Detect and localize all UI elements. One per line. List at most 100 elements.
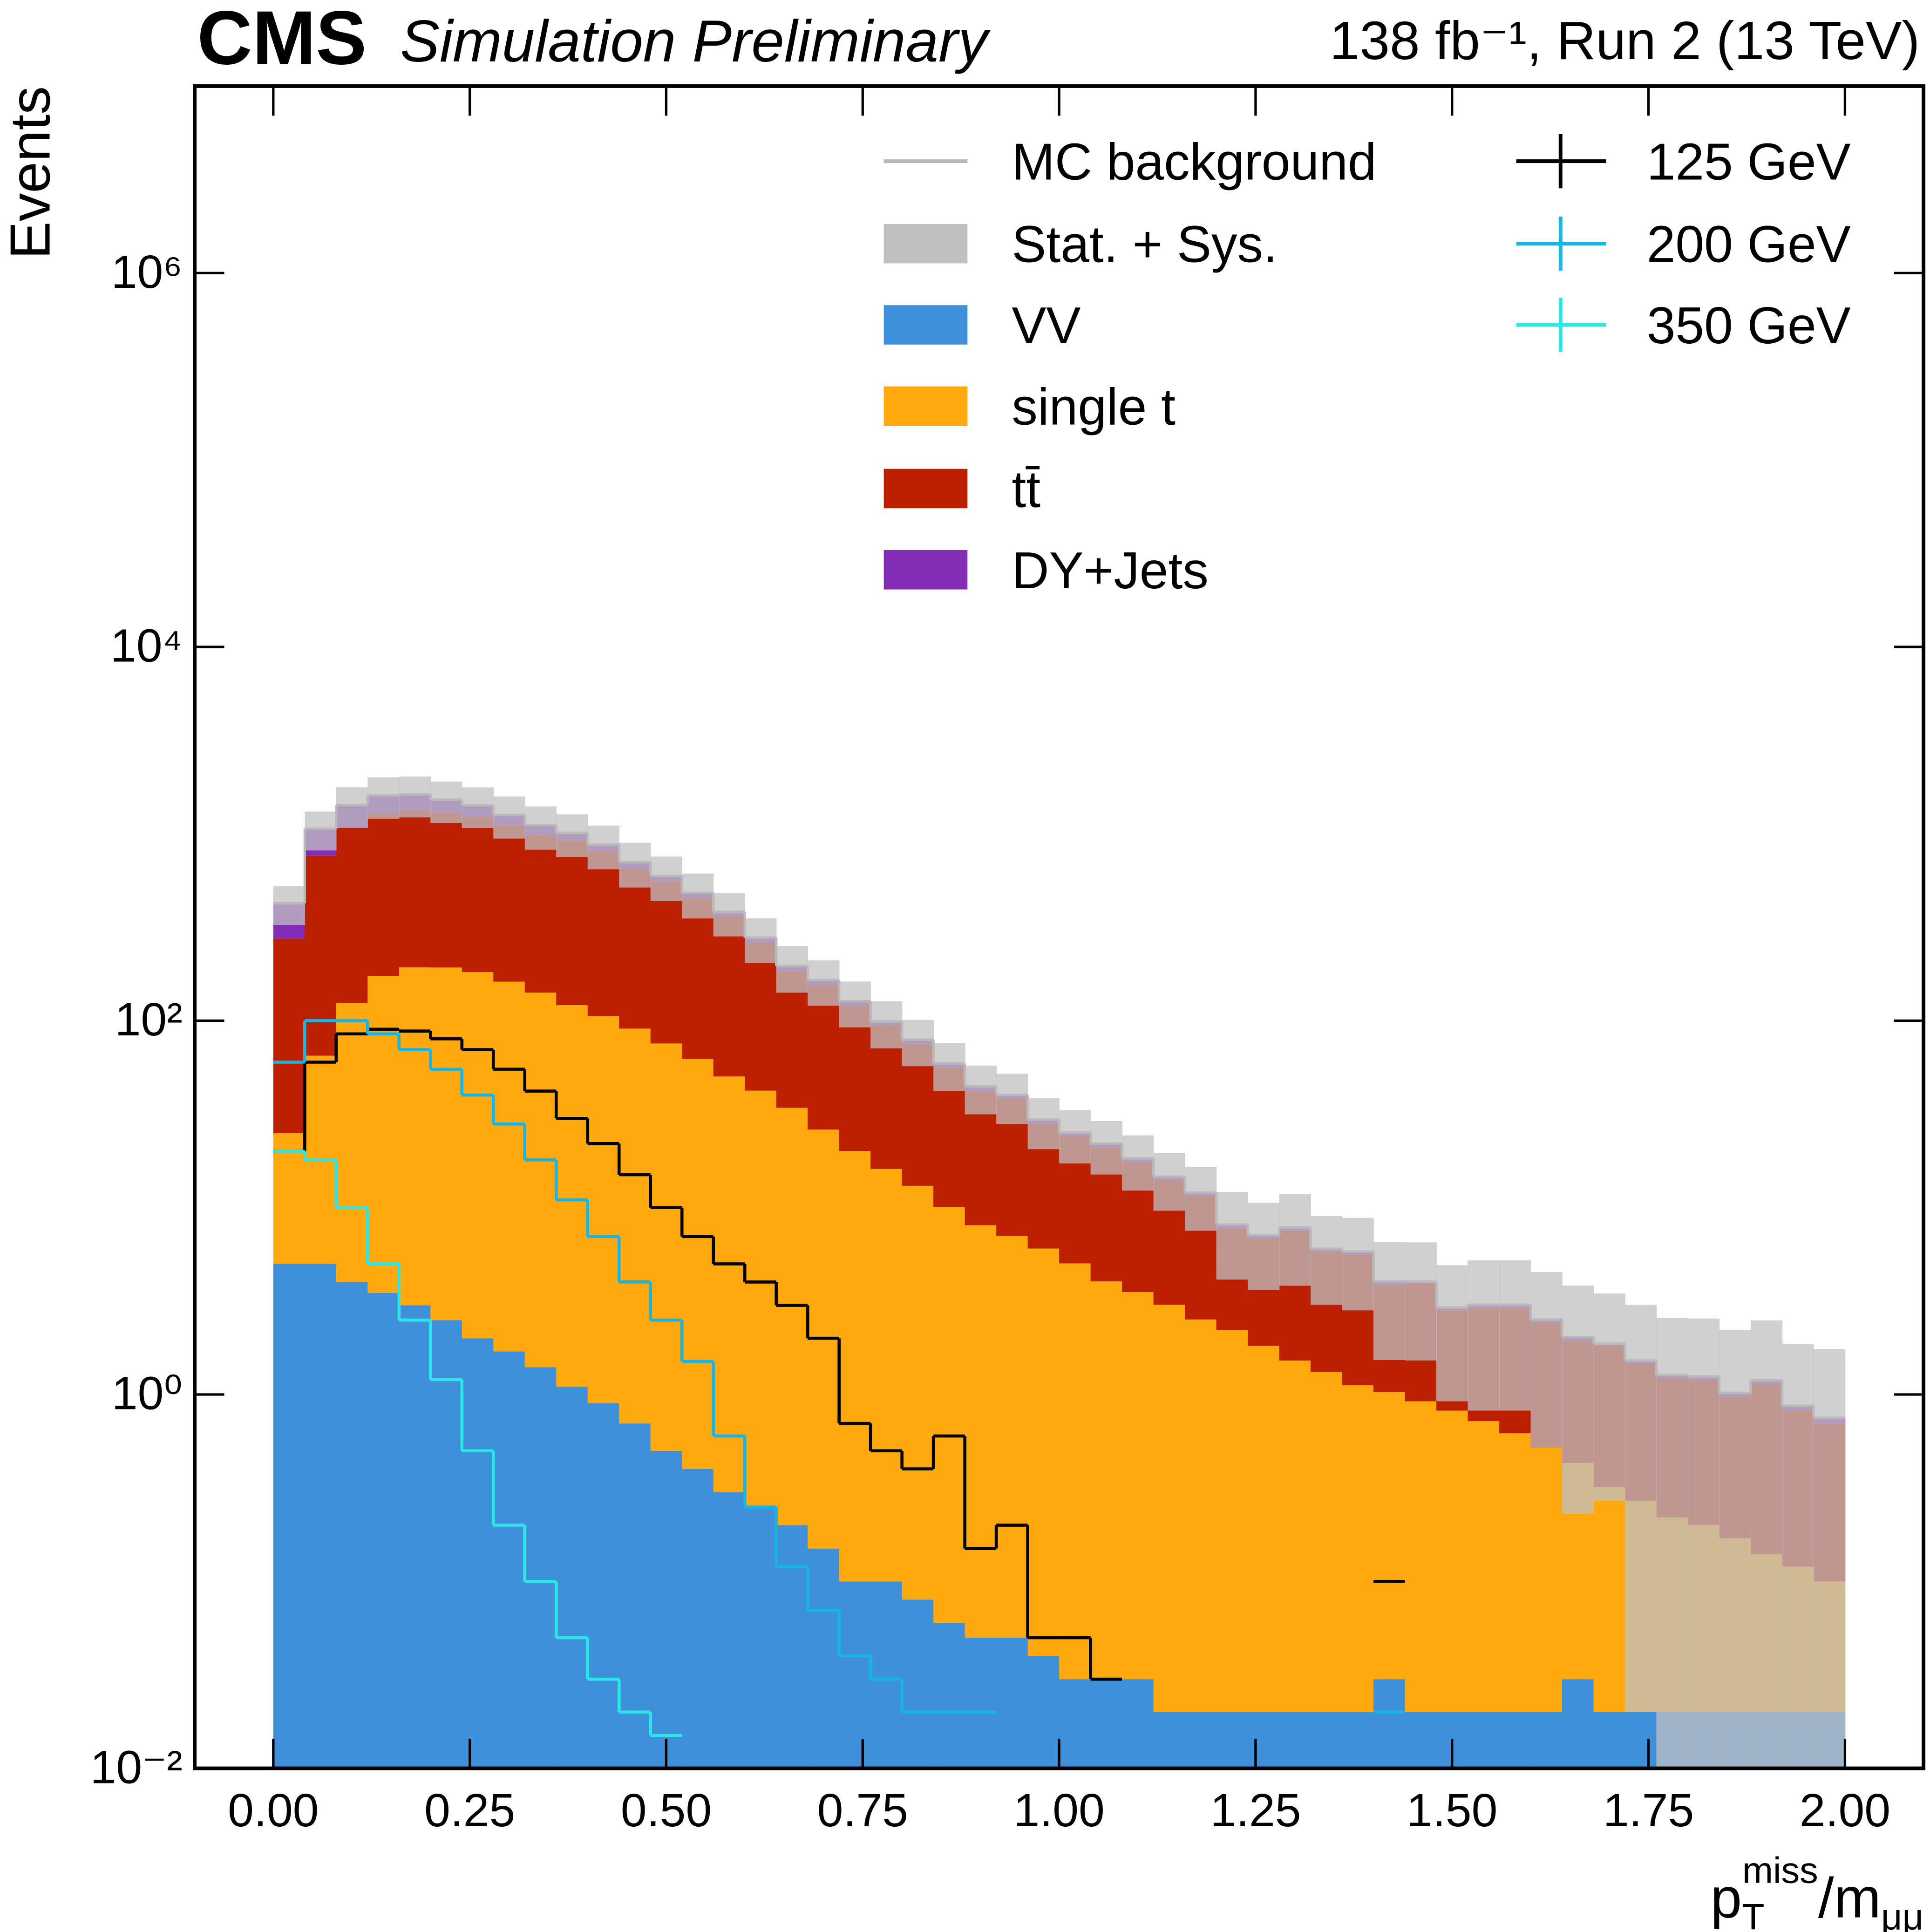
stack-bar bbox=[1248, 1712, 1280, 1769]
stack-bar bbox=[1216, 1712, 1248, 1769]
stack-bar bbox=[808, 1548, 840, 1769]
stack-bar bbox=[1122, 1679, 1154, 1769]
stack-bar bbox=[524, 1367, 557, 1769]
stack-bar bbox=[493, 825, 525, 982]
uncertainty-band bbox=[1656, 1318, 1688, 1769]
stack-bar bbox=[1027, 1248, 1060, 1656]
stack-bar bbox=[1342, 1712, 1374, 1769]
stack-bar bbox=[1405, 1401, 1437, 1712]
stack-bar bbox=[1059, 1679, 1091, 1769]
stack-bar bbox=[430, 967, 462, 1320]
stack-bar bbox=[556, 840, 588, 1006]
uncertainty-band bbox=[965, 1065, 997, 1115]
y-tick-label: 10⁴ bbox=[110, 620, 183, 672]
stack-bar bbox=[273, 1264, 306, 1769]
x-label-part: μμ bbox=[1881, 1896, 1923, 1932]
stack-bar bbox=[902, 1185, 934, 1600]
legend-label: DY+Jets bbox=[1012, 542, 1208, 599]
legend-label: 200 GeV bbox=[1647, 216, 1851, 273]
stack-bar bbox=[305, 855, 337, 1056]
stack-bar bbox=[367, 976, 400, 1293]
stack-bar bbox=[933, 1623, 965, 1769]
stack-bar bbox=[1279, 1712, 1311, 1769]
uncertainty-band bbox=[1027, 1098, 1060, 1150]
stack-bar bbox=[462, 1338, 494, 1769]
uncertainty-band bbox=[493, 796, 525, 839]
legend-swatch bbox=[883, 386, 968, 426]
legend-label: 125 GeV bbox=[1647, 133, 1851, 191]
stack-bar bbox=[367, 1293, 400, 1769]
uncertainty-band bbox=[1750, 1320, 1783, 1769]
stack-bar bbox=[493, 981, 525, 1352]
uncertainty-band bbox=[1499, 1260, 1531, 1411]
stack-bar bbox=[1530, 1712, 1563, 1769]
stack-bar bbox=[399, 1305, 431, 1769]
uncertainty-band bbox=[1248, 1203, 1280, 1290]
x-tick-label: 1.25 bbox=[1210, 1784, 1301, 1837]
uncertainty-band bbox=[808, 960, 840, 1006]
uncertainty-band bbox=[1436, 1265, 1468, 1401]
uncertainty-band bbox=[336, 787, 368, 828]
stack-bar bbox=[524, 993, 557, 1367]
legend-label: 350 GeV bbox=[1647, 297, 1851, 354]
stack-bar bbox=[587, 1016, 620, 1403]
y-tick-label: 10² bbox=[115, 993, 183, 1046]
stack-bar bbox=[1436, 1410, 1468, 1712]
legend-swatch bbox=[883, 550, 968, 590]
uncertainty-band bbox=[430, 782, 462, 823]
x-tick-label: 1.50 bbox=[1407, 1784, 1497, 1837]
stack-bar bbox=[336, 1282, 368, 1769]
uncertainty-band bbox=[1593, 1293, 1625, 1501]
stack-bar bbox=[1248, 1346, 1280, 1712]
uncertainty-band bbox=[556, 814, 588, 857]
stack-bar bbox=[1090, 1281, 1122, 1680]
stack-bar bbox=[587, 851, 620, 1016]
x-tick-label: 1.00 bbox=[1013, 1784, 1104, 1837]
y-tick-label: 10⁻² bbox=[90, 1741, 183, 1793]
legend-swatch bbox=[883, 469, 968, 509]
stack-bar bbox=[1373, 1679, 1406, 1769]
stack-bar bbox=[430, 813, 462, 968]
stack-bar bbox=[650, 881, 683, 1044]
uncertainty-band bbox=[996, 1074, 1028, 1124]
stack-bar bbox=[1153, 1712, 1185, 1769]
stack-bar bbox=[776, 1108, 808, 1525]
stack-bar bbox=[336, 828, 368, 1003]
lumi-label: 138 fb⁻¹, Run 2 (13 TeV) bbox=[1330, 10, 1920, 71]
stack-bar bbox=[1468, 1712, 1500, 1769]
uncertainty-band bbox=[1122, 1135, 1154, 1191]
stack-bar bbox=[1562, 1679, 1594, 1769]
uncertainty-band bbox=[776, 946, 808, 993]
x-label-part: miss bbox=[1742, 1849, 1818, 1891]
x-tick-label: 2.00 bbox=[1800, 1784, 1890, 1837]
stack-bar bbox=[556, 1005, 588, 1387]
uncertainty-band bbox=[682, 873, 714, 918]
stack-bar bbox=[619, 869, 651, 1029]
stack-bar bbox=[870, 1169, 903, 1582]
stack-bar bbox=[839, 1006, 871, 1151]
x-tick-label: 0.75 bbox=[817, 1784, 908, 1837]
stack-bar bbox=[808, 984, 840, 1130]
uncertainty-band bbox=[1279, 1194, 1311, 1286]
stack-bar bbox=[870, 1581, 903, 1769]
uncertainty-band bbox=[870, 1001, 903, 1048]
stack-bar bbox=[1593, 1712, 1625, 1769]
legend-swatch bbox=[883, 224, 968, 264]
stack-bar bbox=[1027, 1656, 1060, 1769]
stack-bar bbox=[556, 1387, 588, 1769]
stack-bar bbox=[587, 1403, 620, 1769]
uncertainty-band bbox=[1687, 1318, 1720, 1769]
uncertainty-band bbox=[1185, 1167, 1217, 1231]
legend-label: MC background bbox=[1012, 133, 1376, 191]
stack-bar bbox=[1153, 1305, 1185, 1712]
uncertainty-band bbox=[1311, 1216, 1343, 1305]
stack-bar bbox=[1185, 1712, 1217, 1769]
uncertainty-band bbox=[650, 856, 683, 902]
stack-bar bbox=[1122, 1292, 1154, 1680]
plot-area bbox=[273, 776, 1846, 1769]
legend-swatch bbox=[883, 305, 968, 345]
uncertainty-band bbox=[305, 811, 337, 850]
x-tick-label: 0.25 bbox=[424, 1784, 515, 1837]
stack-bar bbox=[367, 814, 400, 976]
